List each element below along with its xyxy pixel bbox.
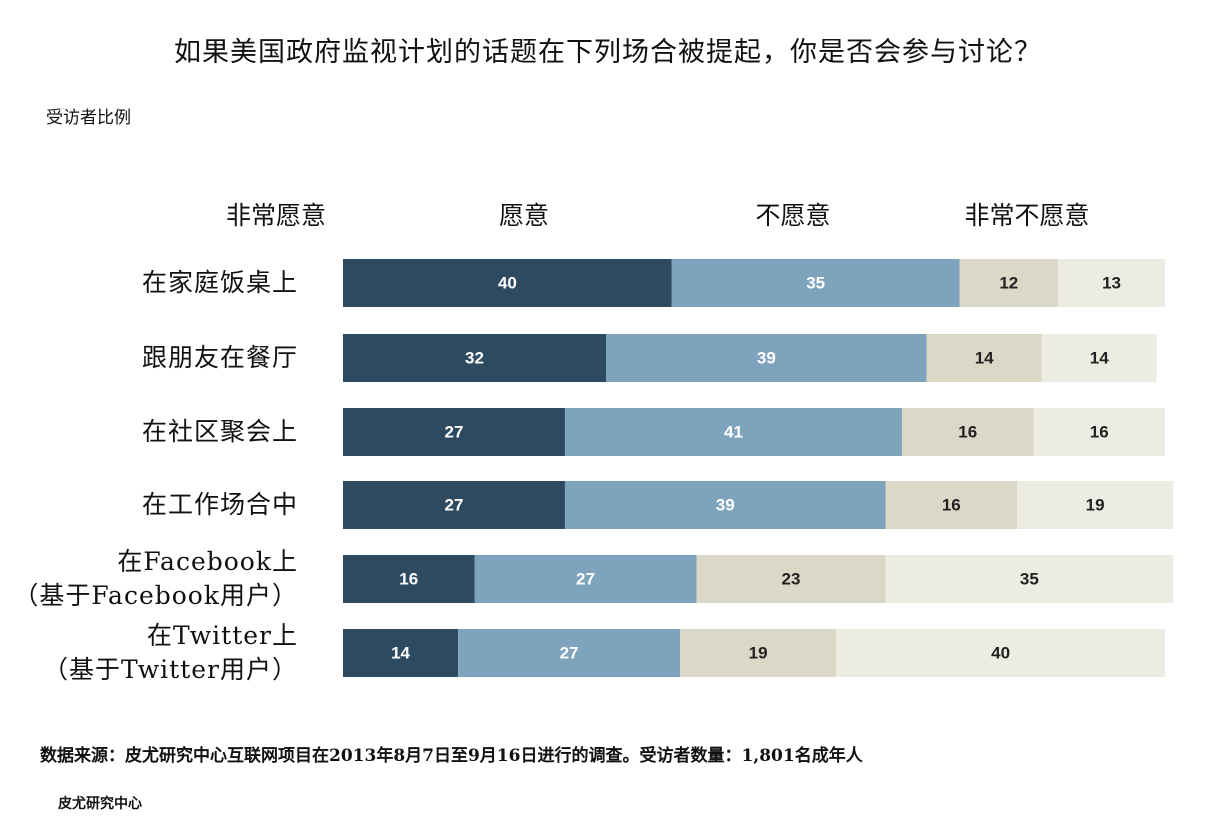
bar-segment: [474, 555, 697, 603]
bar-segment: [959, 259, 1059, 307]
bar-segment: [696, 555, 886, 603]
data-label: 13: [1102, 274, 1121, 293]
bar-segment: [1033, 408, 1165, 456]
data-label: 35: [806, 274, 825, 293]
bar-segment: [343, 481, 565, 529]
data-label: 39: [757, 349, 776, 368]
bar-segment: [343, 408, 565, 456]
category-label-line: 在工作场合中: [141, 490, 298, 519]
bar-segment: [885, 555, 1174, 603]
bar-segment: [606, 334, 927, 382]
data-label: 12: [999, 274, 1018, 293]
legend-unwilling: 不愿意: [755, 201, 831, 230]
category-label-line: （基于Twitter用户）: [42, 655, 298, 684]
data-label: 41: [724, 423, 743, 442]
bar-segment: [836, 629, 1165, 677]
category-label-line: 在Twitter上: [146, 621, 298, 650]
bar-segment: [343, 334, 607, 382]
data-label: 14: [391, 644, 410, 663]
bar-segment: [1041, 334, 1157, 382]
category-label-line: 在Facebook上: [117, 547, 298, 576]
data-label: 40: [498, 274, 517, 293]
data-label: 19: [749, 644, 768, 663]
bar-segment: [680, 629, 837, 677]
bar-segment: [343, 259, 672, 307]
data-label: 39: [716, 496, 735, 515]
data-label: 16: [958, 423, 977, 442]
category-label-line: 在家庭饭桌上: [141, 268, 298, 297]
bar-segment: [926, 334, 1042, 382]
data-label: 35: [1020, 570, 1039, 589]
data-label: 14: [1090, 349, 1109, 368]
data-label: 32: [465, 349, 484, 368]
data-label: 16: [399, 570, 418, 589]
legend-very-unwilling: 非常不愿意: [964, 201, 1090, 230]
data-label: 27: [445, 496, 464, 515]
bar-segment: [458, 629, 681, 677]
data-label: 16: [1090, 423, 1109, 442]
bar-segment: [343, 555, 475, 603]
legend-very-willing: 非常愿意: [225, 201, 327, 230]
source-note: 数据来源：皮尤研究中心互联网项目在2013年8月7日至9月16日进行的调查。受访…: [40, 746, 863, 766]
category-label: 在Twitter上 （基于Twitter用户）: [43, 619, 298, 687]
category-label: 跟朋友在餐厅: [142, 341, 298, 375]
legend-willing: 愿意: [498, 201, 550, 230]
category-label-line: 跟朋友在餐厅: [141, 343, 298, 372]
data-label: 23: [782, 570, 801, 589]
category-label: 在Facebook上 （基于Facebook用户）: [13, 545, 298, 613]
bar-segment: [1017, 481, 1174, 529]
bar-segment: [901, 408, 1034, 456]
data-label: 14: [975, 349, 994, 368]
data-label: 27: [560, 644, 579, 663]
category-label: 在家庭饭桌上: [142, 266, 298, 300]
data-label: 16: [942, 496, 961, 515]
bar-segment: [564, 481, 886, 529]
chart-subtitle: 受访者比例: [46, 108, 131, 128]
bar-segment: [343, 629, 459, 677]
category-label: 在社区聚会上: [142, 415, 298, 449]
data-label: 40: [991, 644, 1010, 663]
data-label: 19: [1086, 496, 1105, 515]
category-label-line: （基于Facebook用户）: [13, 581, 298, 610]
data-label: 27: [445, 423, 464, 442]
bar-segment: [671, 259, 960, 307]
org-name: 皮尤研究中心: [58, 796, 142, 812]
bar-segment: [1058, 259, 1165, 307]
bar-segment: [564, 408, 902, 456]
category-label: 在工作场合中: [142, 488, 298, 522]
category-label-line: 在社区聚会上: [141, 417, 298, 446]
data-label: 27: [576, 570, 595, 589]
bar-segment: [885, 481, 1018, 529]
chart-title: 如果美国政府监视计划的话题在下列场合被提起，你是否会参与讨论？: [174, 37, 1042, 68]
